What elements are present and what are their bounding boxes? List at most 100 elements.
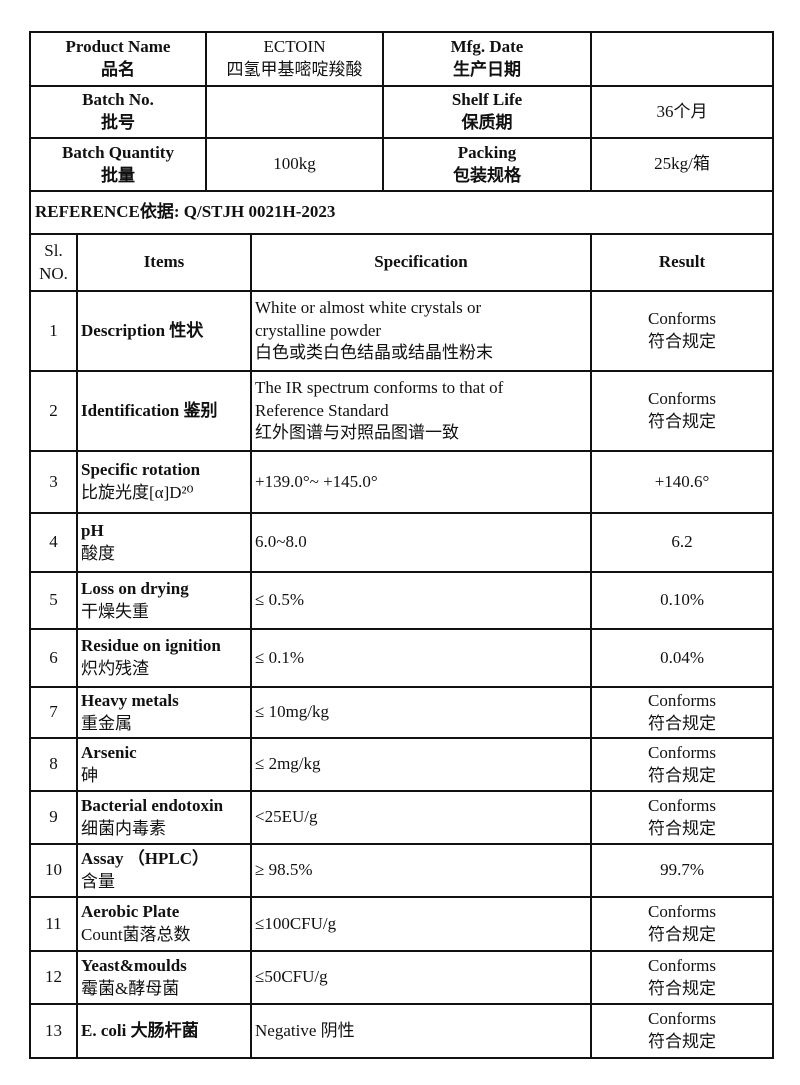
item-zh: 干燥失重	[81, 601, 149, 621]
product-name-label: Product Name 品名	[29, 31, 207, 87]
test-results-table: REFERENCE依据: Q/STJH 0021H-2023 Sl. NO. It…	[28, 190, 775, 1059]
result: +140.6°	[589, 450, 775, 514]
spec-line: +139.0°~ +145.0°	[255, 471, 378, 491]
specification: ≤50CFU/g	[250, 950, 592, 1005]
shelf-life-value: 36个月	[590, 85, 774, 139]
result-line: Conforms	[648, 742, 717, 762]
spec-line: Negative 阴性	[255, 1020, 355, 1040]
spec-line: White or almost white crystals or	[255, 297, 482, 317]
item-zh: Count菌落总数	[81, 925, 191, 944]
result-line: 符合规定	[648, 978, 717, 998]
table-row: 3 Specific rotation 比旋光度[α]D²⁰ +139.0°~ +14…	[29, 450, 775, 514]
specification: ≤ 0.1%	[250, 628, 592, 688]
item-en: Identification 鉴别	[81, 400, 218, 420]
col-header-spec: Specification	[250, 233, 592, 292]
item-zh: 比旋光度[α]D²⁰	[81, 483, 194, 502]
result: 99.7%	[589, 843, 775, 898]
result: Conforms 符合规定	[589, 737, 775, 792]
item-name: Description 性状	[76, 290, 252, 372]
specification: 6.0~8.0	[250, 512, 592, 573]
label-en: Batch Quantity	[62, 142, 174, 162]
spec-line: 白色或类白色结晶或结晶性粉末	[255, 343, 493, 363]
col-header-no: Sl. NO.	[29, 233, 78, 292]
row-number: 4	[29, 512, 78, 573]
spec-line: 红外图谱与对照品图谱一致	[255, 423, 459, 443]
item-zh: 细菌内毒素	[81, 818, 166, 838]
result-line: Conforms	[648, 389, 717, 409]
value-zh: 四氢甲基嘧啶羧酸	[226, 60, 363, 79]
spec-line: The IR spectrum conforms to that of	[255, 377, 504, 397]
item-en: Bacterial endotoxin	[81, 795, 224, 815]
col-header-items: Items	[76, 233, 252, 292]
table-row: 1 Description 性状 White or almost white cry…	[29, 290, 775, 372]
mfg-date-value	[590, 31, 774, 87]
result-line: 符合规定	[648, 765, 717, 785]
spec-line: crystalline powder	[255, 320, 382, 340]
mfg-date-label: Mfg. Date 生产日期	[382, 31, 592, 87]
label-en: Batch No.	[82, 90, 154, 110]
result: Conforms 符合规定	[589, 370, 775, 452]
spec-line: 6.0~8.0	[255, 532, 307, 552]
col-header-result: Result	[589, 233, 775, 292]
result: Conforms 符合规定	[589, 1003, 775, 1059]
result-line: 6.2	[671, 532, 693, 552]
item-name: Yeast&moulds 霉菌&酵母菌	[76, 950, 252, 1005]
item-zh: 含量	[81, 871, 115, 891]
table-row: 12 Yeast&moulds 霉菌&酵母菌 ≤50CFU/g Conforms 符合规定	[29, 950, 775, 1005]
label-zh: 批量	[101, 165, 135, 185]
item-en: E. coli 大肠杆菌	[81, 1020, 199, 1040]
result-line: +140.6°	[654, 471, 710, 491]
item-en: Description 性状	[81, 320, 204, 340]
header-text: Sl.	[44, 240, 63, 260]
item-name: Loss on drying 干燥失重	[76, 571, 252, 630]
table-row: 9 Bacterial endotoxin 细菌内毒素 <25EU/g Conforms…	[29, 790, 775, 845]
table-row: 4 pH 酸度 6.0~8.0 6.2	[29, 512, 775, 573]
result-line: 符合规定	[648, 1032, 717, 1051]
item-en: Loss on drying	[81, 578, 189, 598]
label-en: Shelf Life	[451, 90, 523, 110]
row-number: 8	[29, 737, 78, 792]
result-line: Conforms	[648, 690, 717, 710]
result-line: Conforms	[648, 955, 717, 975]
item-name: Arsenic 砷	[76, 737, 252, 792]
result-line: 0.10%	[660, 590, 704, 610]
spec-line: ≤ 0.5%	[255, 590, 304, 610]
shelf-life-label: Shelf Life 保质期	[382, 85, 592, 139]
row-number: 13	[29, 1003, 78, 1059]
result: 6.2	[589, 512, 775, 573]
label-en: Mfg. Date	[450, 37, 524, 57]
table-row: 7 Heavy metals 重金属 ≤ 10mg/kg Conforms 符合规定	[29, 686, 775, 739]
table-row: 6 Residue on ignition 炽灼残渣 ≤ 0.1% 0.04%	[29, 628, 775, 688]
spec-line: ≥ 98.5%	[255, 860, 313, 880]
row-number: 5	[29, 571, 78, 630]
spec-line: ≤100CFU/g	[255, 913, 337, 933]
label-zh: 生产日期	[453, 60, 521, 79]
result: Conforms 符合规定	[589, 686, 775, 739]
item-zh: 炽灼残渣	[81, 659, 149, 678]
batch-no-label: Batch No. 批号	[29, 85, 207, 139]
spec-line: ≤ 10mg/kg	[255, 702, 330, 722]
specification: Negative 阴性	[250, 1003, 592, 1059]
label-zh: 品名	[101, 60, 135, 79]
row-number: 2	[29, 370, 78, 452]
item-en: Heavy metals	[81, 690, 179, 710]
result: Conforms 符合规定	[589, 950, 775, 1005]
spec-line: Reference Standard	[255, 400, 389, 420]
specification: +139.0°~ +145.0°	[250, 450, 592, 514]
spec-line: ≤ 2mg/kg	[255, 754, 321, 774]
specification: White or almost white crystals or crystal…	[250, 290, 592, 372]
product-info-table: Product Name 品名 ECTOIN 四氢甲基嘧啶羧酸 Mfg. Date 生…	[29, 31, 774, 192]
result-line: 符合规定	[648, 412, 717, 431]
result: Conforms 符合规定	[589, 790, 775, 845]
result-line: 符合规定	[648, 818, 717, 838]
row-number: 3	[29, 450, 78, 514]
table-row: 10 Assay （HPLC） 含量 ≥ 98.5% 99.7%	[29, 843, 775, 898]
item-name: Heavy metals 重金属	[76, 686, 252, 739]
result-line: Conforms	[648, 902, 717, 922]
item-name: Assay （HPLC） 含量	[76, 843, 252, 898]
reference-standard: REFERENCE依据: Q/STJH 0021H-2023	[28, 190, 775, 235]
result-line: Conforms	[648, 309, 717, 329]
result: Conforms 符合规定	[589, 896, 775, 952]
item-en: Yeast&moulds	[81, 955, 187, 975]
spec-line: ≤50CFU/g	[255, 967, 328, 987]
